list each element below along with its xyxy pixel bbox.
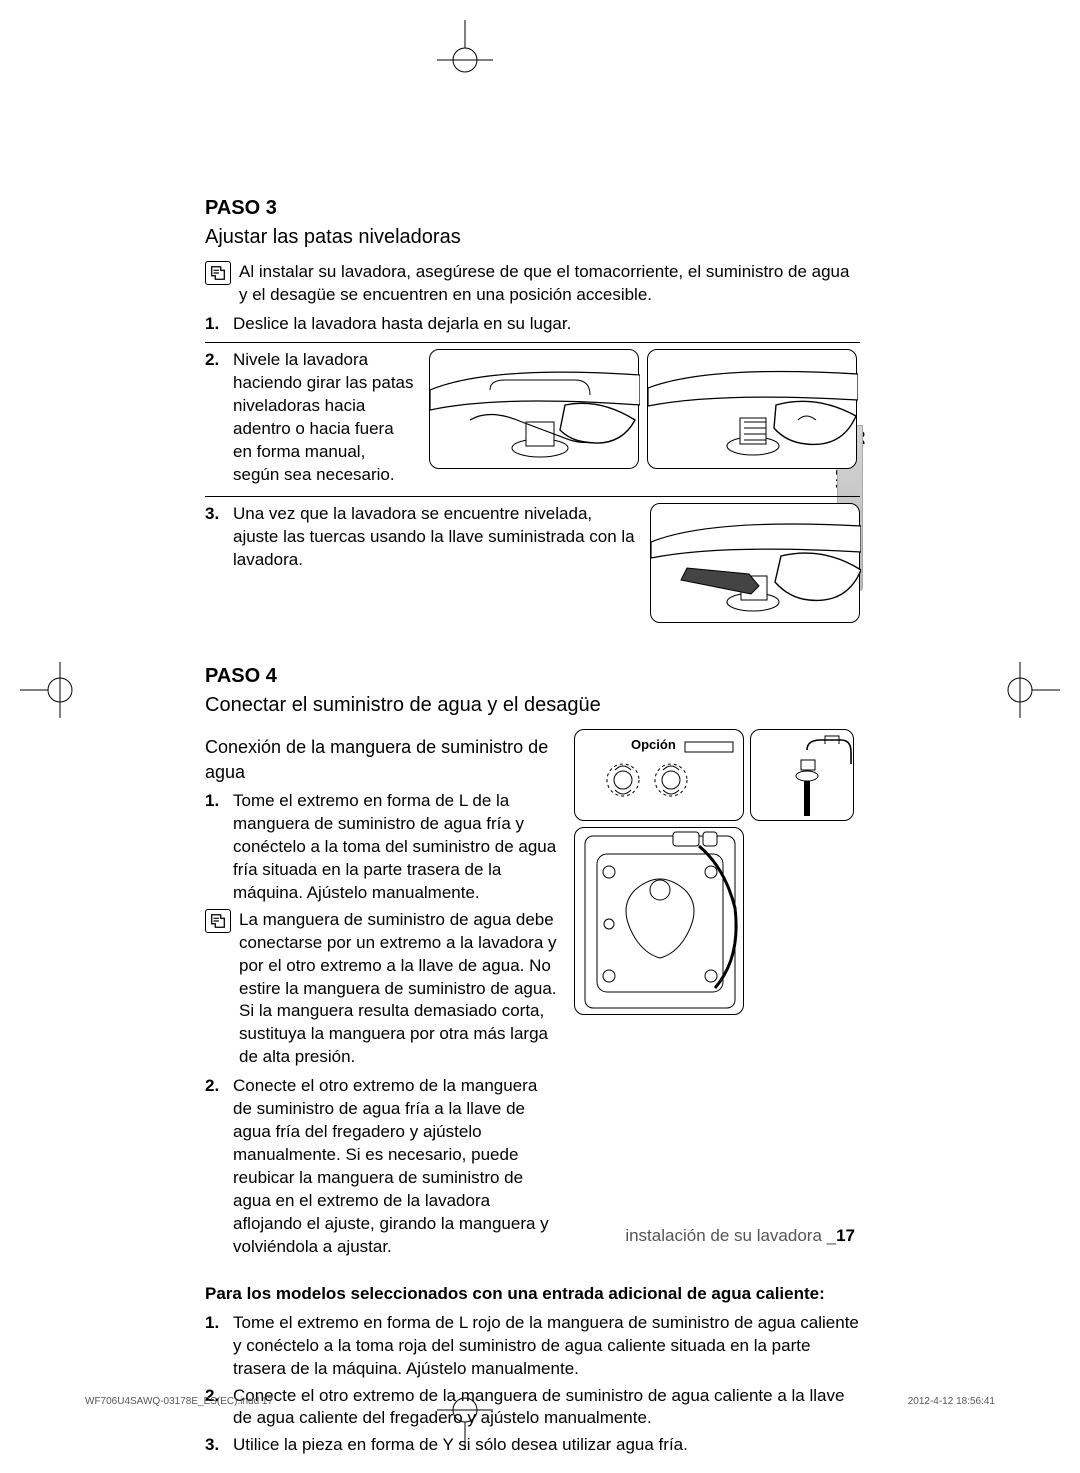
figure-level-foot <box>647 349 857 469</box>
crop-mark-top <box>425 20 505 75</box>
page-content: PASO 3 Ajustar las patas niveladoras Al … <box>205 195 860 1461</box>
step4-label: PASO 4 <box>205 663 860 690</box>
step3-title: Ajustar las patas niveladoras <box>205 224 860 251</box>
step4-title: Conectar el suministro de agua y el desa… <box>205 692 860 719</box>
figure-wrench <box>650 503 860 623</box>
step3-note-text: Al instalar su lavadora, asegúrese de qu… <box>239 261 860 307</box>
figure-level-manual <box>429 349 639 469</box>
option-label: Opción <box>631 736 676 754</box>
note-icon <box>205 909 231 933</box>
step4-hot-head: Para los modelos seleccionados con una e… <box>205 1283 860 1306</box>
step3-item2: Nivele la lavadora haciendo girar las pa… <box>233 349 415 487</box>
step3-note: Al instalar su lavadora, asegúrese de qu… <box>205 261 860 307</box>
step4-hot3: Utilice la pieza en forma de Y si sólo d… <box>233 1434 688 1457</box>
footer-section: instalación de su lavadora _17 <box>625 1225 855 1248</box>
step4-hot2: Conecte el otro extremo de la manguera d… <box>233 1385 860 1431</box>
figure-washer-back <box>574 827 744 1015</box>
list-num: 1. <box>205 313 227 336</box>
list-num: 2. <box>205 1075 227 1259</box>
indd-filename: WF706U4SAWQ-03178E_ES(EC).indd 17 <box>85 1395 273 1409</box>
step4-item1: Tome el extremo en forma de L de la mang… <box>233 790 560 905</box>
note-icon <box>205 261 231 285</box>
step4-subhead: Conexión de la manguera de suministro de… <box>205 735 560 784</box>
step3-item3: Una vez que la lavadora se encuentre niv… <box>233 503 636 572</box>
step4-note-text: La manguera de suministro de agua debe c… <box>239 909 560 1070</box>
list-num: 2. <box>205 349 227 487</box>
indd-timestamp: 2012-4-12 18:56:41 <box>908 1395 995 1409</box>
step3-label: PASO 3 <box>205 195 860 222</box>
list-num: 3. <box>205 503 227 572</box>
list-num: 1. <box>205 1312 227 1381</box>
list-num: 1. <box>205 790 227 905</box>
list-num: 3. <box>205 1434 227 1457</box>
rule <box>205 342 860 343</box>
figure-inlet-panel: Opción <box>574 729 744 821</box>
crop-mark-right <box>1005 650 1060 730</box>
figure-faucet <box>750 729 854 821</box>
step3-item1: Deslice la lavadora hasta dejarla en su … <box>233 313 571 336</box>
crop-mark-left <box>20 650 75 730</box>
step4-item2: Conecte el otro extremo de la manguera d… <box>233 1075 560 1259</box>
footer-page-number: 17 <box>836 1226 855 1245</box>
footer-section-text: instalación de su lavadora _ <box>625 1226 836 1245</box>
step4-note: La manguera de suministro de agua debe c… <box>205 909 560 1070</box>
rule <box>205 496 860 497</box>
step4-hot1: Tome el extremo en forma de L rojo de la… <box>233 1312 860 1381</box>
